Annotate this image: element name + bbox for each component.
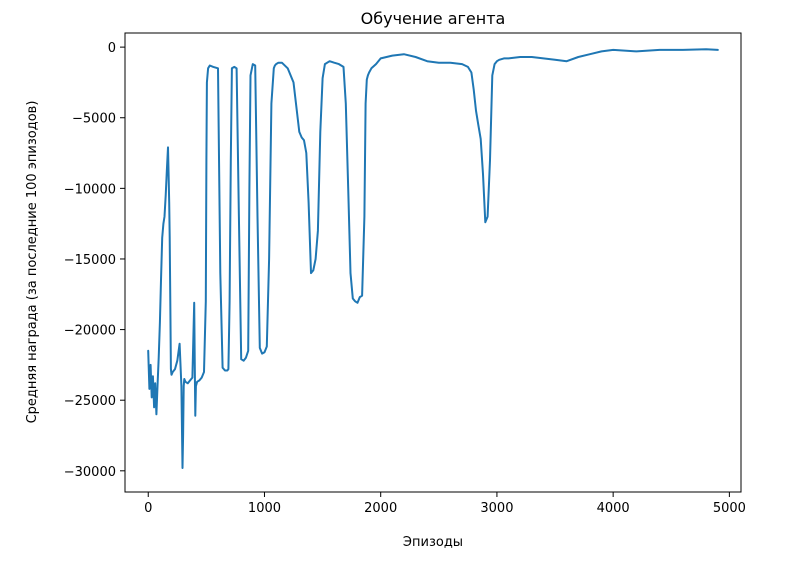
y-tick-label: −15000 <box>64 253 116 268</box>
ticks-layer: 0 1000 2000 3000 4000 5000 0 −5000 −10000 −15000 −… <box>64 41 746 516</box>
y-tick-label: −20000 <box>64 324 116 339</box>
x-tick-label: 5000 <box>713 501 746 516</box>
y-tick-label: −25000 <box>64 394 116 409</box>
chart-title: Обучение агента <box>361 9 506 28</box>
y-axis-title: Средняя награда (за последние 100 эпизод… <box>25 101 40 424</box>
x-tick-label: 1000 <box>248 501 281 516</box>
y-tick-label: −30000 <box>64 465 116 480</box>
y-tick-label: −5000 <box>72 112 116 127</box>
x-axis-title: Эпизоды <box>403 535 463 550</box>
x-tick-label: 2000 <box>364 501 397 516</box>
x-tick-label: 3000 <box>480 501 513 516</box>
y-tick-label: −10000 <box>64 182 116 197</box>
y-tick-label: 0 <box>108 41 116 56</box>
x-tick-label: 0 <box>144 501 152 516</box>
x-tick-label: 4000 <box>597 501 630 516</box>
series-line-reward <box>147 48 719 469</box>
plot-frame <box>124 32 742 493</box>
